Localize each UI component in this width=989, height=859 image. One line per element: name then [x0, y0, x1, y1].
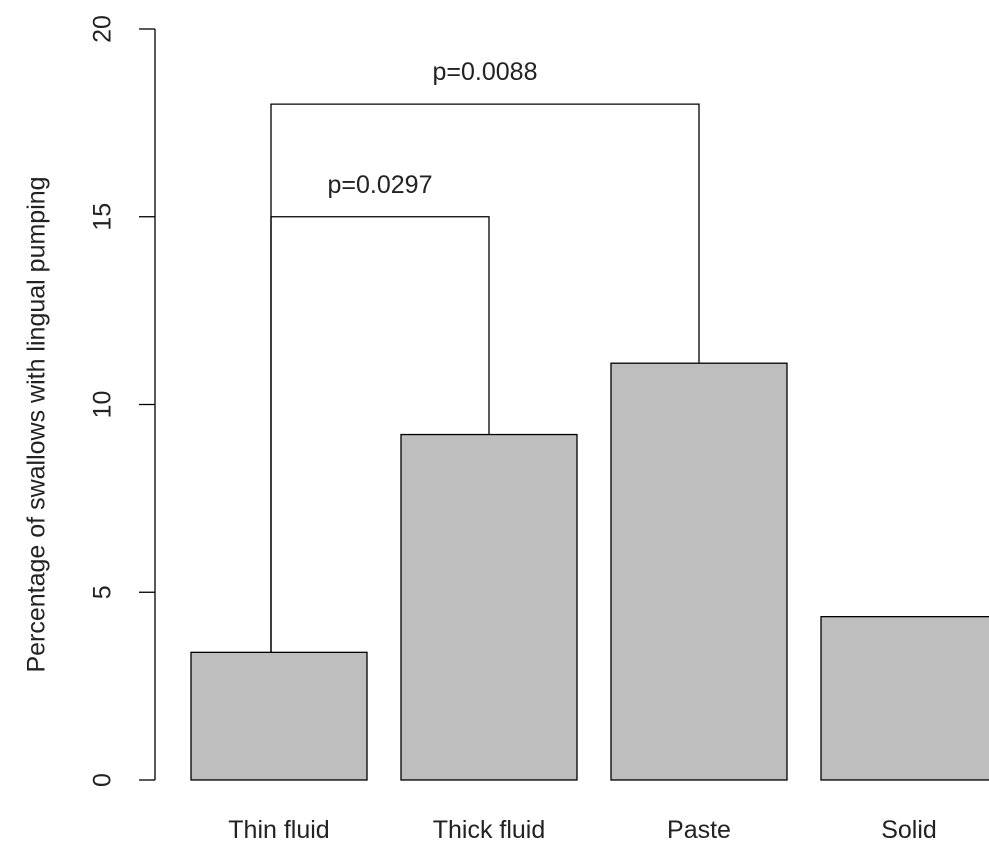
- y-tick-label: 10: [89, 391, 117, 419]
- significance-brackets: p=0.0297 p=0.0088: [270, 58, 700, 653]
- y-tick-label: 20: [89, 15, 117, 43]
- y-tick-label: 15: [89, 203, 117, 231]
- y-tick-label: 5: [89, 585, 117, 599]
- x-tick-label: Paste: [667, 816, 731, 844]
- x-tick-label: Solid: [881, 816, 937, 844]
- bar: [610, 362, 788, 781]
- y-tick-label: 0: [89, 773, 117, 787]
- bar: [190, 651, 368, 781]
- x-tick-label: Thin fluid: [228, 816, 329, 844]
- significance-bracket: [270, 103, 700, 653]
- x-axis-labels: Thin fluid Thick fluid Paste Solid: [228, 816, 937, 844]
- p-value-label: p=0.0297: [328, 171, 433, 199]
- y-axis: 0 5 10 15 20: [89, 15, 156, 787]
- y-axis-label: Percentage of swallows with lingual pump…: [23, 176, 51, 672]
- bar: [400, 433, 578, 781]
- bar: [820, 616, 989, 781]
- p-value-label: p=0.0088: [433, 58, 538, 86]
- x-tick-label: Thick fluid: [433, 816, 546, 844]
- bars: [190, 362, 989, 781]
